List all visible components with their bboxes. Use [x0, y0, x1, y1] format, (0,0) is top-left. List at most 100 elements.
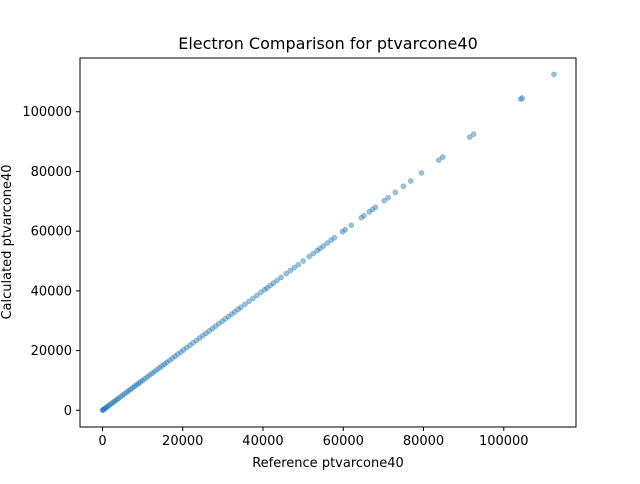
data-point	[250, 295, 256, 302]
data-point	[274, 277, 280, 284]
data-point	[267, 282, 274, 289]
data-point	[212, 323, 219, 329]
data-point	[324, 240, 331, 246]
data-point	[100, 406, 106, 413]
data-point	[306, 253, 312, 260]
chart-title: Electron Comparison for ptvarcone40	[178, 34, 478, 53]
data-point	[385, 194, 392, 201]
data-point	[295, 261, 302, 268]
data-point	[254, 292, 260, 299]
data-point	[131, 383, 138, 390]
data-point	[238, 304, 244, 311]
x-tick-label: 40000	[242, 434, 283, 449]
data-point	[123, 389, 130, 396]
data-point	[235, 306, 241, 313]
x-axis-ticks: 0 20000 40000 60000 80000 100000	[98, 427, 529, 449]
data-point	[278, 274, 284, 281]
data-point	[106, 402, 112, 409]
y-axis-ticks: 0 20000 40000 60000 80000 100000	[22, 105, 80, 419]
data-point	[156, 365, 163, 371]
data-point	[392, 189, 399, 196]
y-tick-label: 60000	[31, 225, 72, 240]
x-tick-label: 80000	[403, 434, 444, 449]
data-point	[125, 388, 132, 394]
y-tick-label: 40000	[31, 284, 72, 299]
data-point	[400, 183, 407, 190]
plot-frame	[79, 57, 577, 428]
data-point	[369, 206, 376, 213]
data-point	[103, 404, 110, 411]
x-axis-label: Reference ptvarcone40	[252, 456, 404, 471]
data-point	[439, 154, 446, 160]
data-point	[119, 392, 126, 399]
data-point	[372, 204, 379, 211]
y-tick-label: 100000	[22, 105, 72, 120]
data-points	[99, 71, 557, 414]
y-tick-label: 80000	[31, 165, 72, 180]
data-point	[166, 357, 173, 364]
data-point	[133, 382, 140, 388]
data-point	[407, 178, 414, 184]
data-point	[361, 212, 367, 219]
data-point	[232, 308, 238, 315]
data-point	[358, 214, 365, 221]
data-point	[169, 355, 176, 362]
x-tick-label: 20000	[162, 434, 203, 449]
data-point	[146, 372, 153, 378]
data-point	[328, 237, 335, 243]
data-point	[206, 328, 213, 334]
data-point	[187, 342, 193, 349]
data-point	[215, 320, 222, 327]
data-point	[209, 325, 216, 332]
data-point	[129, 385, 136, 391]
data-point	[228, 311, 235, 318]
data-point	[172, 353, 178, 360]
data-point	[110, 399, 117, 405]
data-point	[196, 335, 203, 341]
data-point	[112, 397, 119, 404]
data-point	[193, 337, 200, 344]
data-point	[519, 95, 526, 101]
y-axis-label: Calculated ptvarcone40	[0, 164, 15, 319]
data-point	[342, 226, 349, 233]
data-point	[199, 332, 206, 339]
data-point	[517, 96, 524, 103]
data-point	[115, 395, 122, 402]
data-point	[99, 407, 106, 414]
data-point	[261, 286, 268, 293]
data-point	[139, 377, 146, 384]
data-point	[117, 393, 124, 400]
data-point	[331, 234, 338, 241]
data-point	[135, 380, 142, 387]
y-tick-label: 20000	[31, 344, 72, 359]
data-point	[219, 318, 225, 325]
data-point	[222, 316, 229, 322]
data-point	[144, 373, 151, 380]
data-point	[264, 285, 270, 291]
data-point	[121, 391, 128, 397]
data-point	[314, 247, 321, 254]
data-point	[127, 386, 134, 393]
data-point	[137, 379, 144, 385]
x-tick-label: 60000	[323, 434, 364, 449]
x-tick-label: 100000	[479, 434, 529, 449]
data-point	[317, 245, 323, 252]
data-point	[258, 289, 264, 296]
data-point	[175, 351, 181, 358]
plot-area	[80, 58, 576, 427]
data-point	[291, 264, 298, 271]
data-point	[435, 157, 442, 163]
data-point	[470, 131, 477, 137]
data-point	[366, 208, 373, 215]
data-point	[107, 401, 114, 408]
data-point	[109, 400, 115, 406]
data-point	[348, 222, 355, 229]
data-point	[183, 344, 190, 351]
data-point	[177, 349, 184, 355]
data-point	[283, 270, 290, 277]
data-point	[104, 403, 111, 410]
data-point	[381, 197, 388, 204]
data-point	[300, 258, 306, 264]
data-point	[180, 347, 187, 353]
